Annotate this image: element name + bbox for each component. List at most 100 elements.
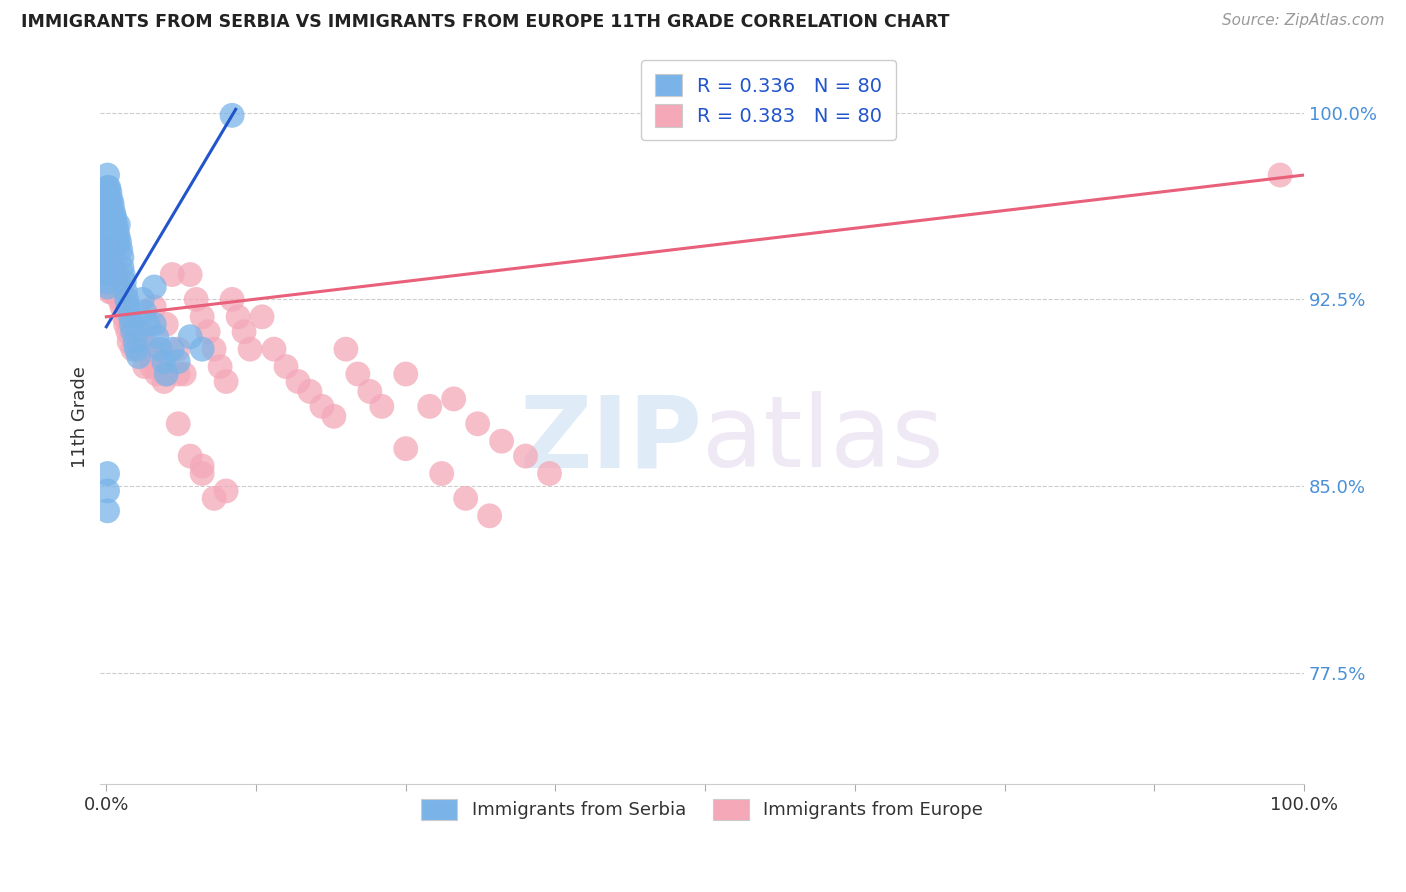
Point xyxy=(121,318,143,332)
Point xyxy=(96,180,118,194)
Point xyxy=(96,193,118,207)
Point xyxy=(419,400,441,414)
Point xyxy=(96,235,118,250)
Point xyxy=(335,342,357,356)
Point xyxy=(167,417,190,431)
Point xyxy=(104,211,127,225)
Point xyxy=(96,260,118,274)
Point xyxy=(114,285,136,299)
Point xyxy=(103,260,125,274)
Point xyxy=(120,310,142,324)
Point xyxy=(104,218,127,232)
Point xyxy=(96,211,118,225)
Point xyxy=(112,310,135,324)
Point xyxy=(97,255,120,269)
Point xyxy=(239,342,262,356)
Point xyxy=(98,211,121,225)
Point xyxy=(179,329,201,343)
Point xyxy=(173,367,195,381)
Text: Source: ZipAtlas.com: Source: ZipAtlas.com xyxy=(1222,13,1385,29)
Point xyxy=(100,260,122,274)
Point xyxy=(96,205,118,219)
Point xyxy=(96,250,118,264)
Point xyxy=(134,359,156,374)
Point xyxy=(117,325,139,339)
Point xyxy=(104,275,127,289)
Point xyxy=(97,193,120,207)
Point xyxy=(226,310,249,324)
Point xyxy=(197,325,219,339)
Point xyxy=(145,367,167,381)
Point xyxy=(100,193,122,207)
Point xyxy=(96,225,118,239)
Point xyxy=(395,442,418,456)
Point xyxy=(179,268,201,282)
Point xyxy=(98,186,121,200)
Point xyxy=(103,218,125,232)
Point xyxy=(125,342,148,356)
Point xyxy=(153,375,176,389)
Point xyxy=(454,491,477,506)
Point xyxy=(105,237,128,252)
Point xyxy=(202,342,225,356)
Point xyxy=(287,375,309,389)
Point xyxy=(97,230,120,244)
Point xyxy=(128,350,150,364)
Point xyxy=(359,384,381,399)
Point xyxy=(347,367,370,381)
Point xyxy=(110,243,132,257)
Point xyxy=(467,417,489,431)
Point xyxy=(105,225,128,239)
Point xyxy=(538,467,561,481)
Point xyxy=(311,400,333,414)
Point xyxy=(191,342,214,356)
Point xyxy=(209,359,232,374)
Point xyxy=(128,342,150,356)
Point xyxy=(395,367,418,381)
Text: atlas: atlas xyxy=(702,391,943,488)
Point xyxy=(112,268,135,282)
Point xyxy=(108,293,131,307)
Point xyxy=(191,467,214,481)
Point xyxy=(298,384,321,399)
Point xyxy=(111,300,134,314)
Point xyxy=(371,400,394,414)
Point xyxy=(1268,168,1291,182)
Point xyxy=(101,285,124,299)
Point xyxy=(515,449,537,463)
Point xyxy=(143,300,166,314)
Point xyxy=(149,342,172,356)
Point xyxy=(322,409,344,424)
Point xyxy=(110,285,132,299)
Point xyxy=(101,211,124,225)
Point xyxy=(96,467,118,481)
Point xyxy=(191,458,214,473)
Point xyxy=(96,168,118,182)
Point xyxy=(112,275,135,289)
Point xyxy=(443,392,465,406)
Point xyxy=(96,504,118,518)
Point xyxy=(145,329,167,343)
Point xyxy=(121,325,143,339)
Point xyxy=(186,293,208,307)
Point xyxy=(107,218,129,232)
Point xyxy=(134,305,156,319)
Point xyxy=(215,375,238,389)
Point xyxy=(101,223,124,237)
Point xyxy=(100,218,122,232)
Point xyxy=(149,354,172,368)
Point xyxy=(96,218,118,232)
Point xyxy=(167,342,190,356)
Point xyxy=(98,198,121,212)
Point xyxy=(155,367,177,381)
Point xyxy=(250,310,273,324)
Point xyxy=(96,280,118,294)
Point xyxy=(131,293,153,307)
Point xyxy=(96,230,118,244)
Point xyxy=(98,285,121,299)
Point xyxy=(96,275,118,289)
Point xyxy=(160,268,183,282)
Point xyxy=(96,186,118,200)
Point xyxy=(96,268,118,282)
Point xyxy=(274,359,297,374)
